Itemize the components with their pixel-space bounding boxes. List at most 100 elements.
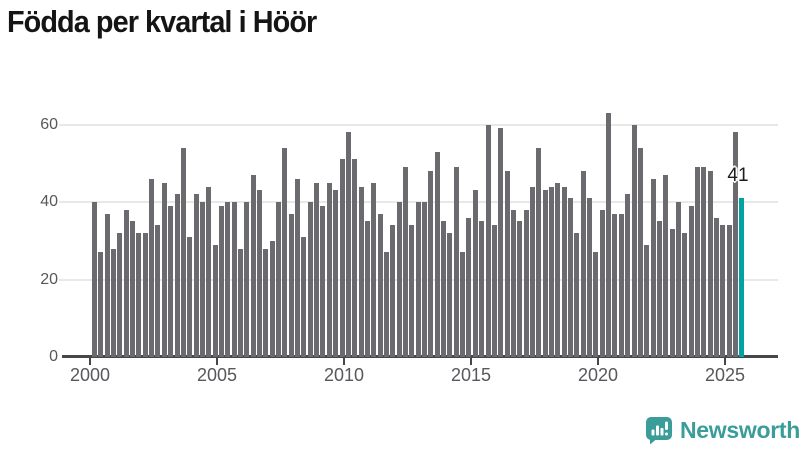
bar [568, 198, 574, 357]
bar [409, 225, 415, 358]
bar [675, 202, 681, 357]
bar [466, 217, 472, 357]
bar [390, 225, 396, 358]
bar [212, 244, 218, 357]
bar [244, 202, 250, 357]
bar [149, 178, 155, 358]
bar [498, 128, 504, 357]
bar [288, 213, 294, 357]
bar [345, 132, 351, 358]
bar [618, 213, 624, 357]
bar [257, 190, 263, 357]
bar [276, 202, 282, 357]
bar [104, 213, 110, 357]
bar [688, 205, 694, 357]
bar [206, 186, 212, 357]
newsworthy-logo: Newsworthy [645, 415, 800, 445]
bar [707, 171, 713, 357]
bar [555, 182, 561, 357]
x-tick [470, 358, 472, 365]
bar [447, 233, 453, 357]
bar [396, 202, 402, 357]
bar [415, 202, 421, 357]
bar [656, 221, 662, 357]
bar [523, 209, 529, 358]
bar [428, 171, 434, 357]
bar [453, 167, 459, 357]
bar [358, 186, 364, 357]
gridline-60 [59, 123, 778, 126]
bar [536, 147, 542, 358]
bar [441, 221, 447, 357]
bar [117, 233, 123, 357]
bar [168, 205, 174, 357]
bar [625, 194, 631, 358]
bar [92, 202, 97, 357]
x-tick-label: 2000 [69, 365, 111, 385]
x-tick-label: 2010 [323, 365, 365, 385]
bar [130, 221, 136, 357]
bar [593, 252, 599, 357]
bar [136, 233, 142, 357]
bar [422, 202, 428, 357]
bar [510, 209, 516, 358]
bar [282, 147, 288, 358]
y-tick-label: 60 [40, 115, 58, 133]
x-tick-label: 2025 [704, 365, 746, 385]
bar [669, 229, 675, 357]
bar [383, 252, 389, 357]
bar [733, 132, 739, 358]
bar [142, 233, 148, 357]
bar [333, 190, 339, 357]
bar [237, 248, 243, 357]
bar [295, 178, 301, 358]
bar [517, 221, 523, 357]
bar [631, 124, 637, 357]
bar [187, 236, 193, 357]
bar [111, 248, 117, 357]
bar [701, 167, 707, 357]
bar [231, 202, 237, 357]
bar [364, 221, 370, 357]
bar [403, 167, 408, 357]
bar [155, 225, 161, 358]
bar [548, 186, 554, 357]
bar [682, 233, 688, 357]
bar [339, 159, 345, 357]
bar [314, 182, 320, 357]
bar [650, 178, 656, 358]
bar [263, 248, 269, 357]
page-title: Födda per kvartal i Höör [7, 4, 317, 39]
x-tick [724, 358, 726, 365]
bar [307, 202, 313, 357]
bar [612, 213, 618, 357]
x-tick-label: 2015 [450, 365, 492, 385]
bar [377, 213, 383, 357]
bar [225, 202, 231, 357]
bar [542, 190, 548, 357]
bar [580, 171, 586, 357]
bar [644, 244, 650, 357]
bar [320, 205, 326, 357]
bar [504, 171, 510, 357]
bar [574, 233, 580, 357]
bar [726, 225, 732, 358]
latest-value-label: 41 [727, 165, 749, 186]
bar [269, 240, 275, 358]
newsworthy-logo-text: Newsworthy [680, 417, 800, 443]
bar-highlighted [739, 198, 745, 357]
bar [606, 112, 612, 357]
bar [637, 147, 643, 358]
x-tick [343, 358, 345, 365]
bar [529, 186, 535, 357]
bar [371, 182, 377, 357]
bar [561, 186, 567, 357]
bar [663, 174, 669, 357]
bar [193, 194, 199, 358]
bar [491, 225, 497, 358]
bar [694, 167, 700, 357]
bar [174, 194, 180, 358]
x-tick-label: 2020 [577, 365, 619, 385]
y-tick-label: 40 [40, 193, 58, 210]
bar [434, 151, 440, 357]
